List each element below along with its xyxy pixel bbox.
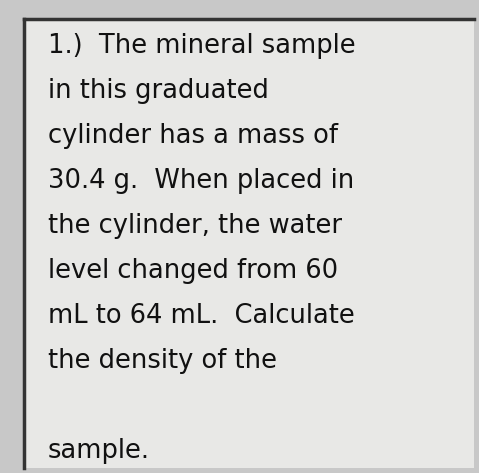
Text: 30.4 g.  When placed in: 30.4 g. When placed in <box>48 168 354 194</box>
Text: the cylinder, the water: the cylinder, the water <box>48 213 342 239</box>
Text: in this graduated: in this graduated <box>48 78 269 104</box>
Text: cylinder has a mass of: cylinder has a mass of <box>48 123 338 149</box>
Text: sample.: sample. <box>48 438 150 464</box>
Text: mL to 64 mL.  Calculate: mL to 64 mL. Calculate <box>48 303 354 329</box>
Text: the density of the: the density of the <box>48 348 277 374</box>
Text: level changed from 60: level changed from 60 <box>48 258 338 284</box>
Text: 1.)  The mineral sample: 1.) The mineral sample <box>48 33 355 59</box>
